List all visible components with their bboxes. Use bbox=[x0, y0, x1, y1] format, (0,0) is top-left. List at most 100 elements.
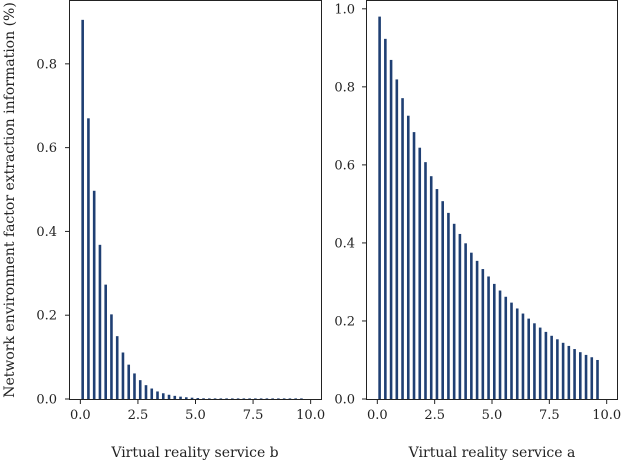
left-bar bbox=[184, 397, 188, 399]
left-bar bbox=[110, 314, 113, 399]
left-y-axis: 0.0 0.2 0.4 0.6 0.8 bbox=[36, 57, 70, 408]
left-bar bbox=[87, 118, 90, 399]
left-x-tick-label: 7.5 bbox=[243, 408, 264, 423]
right-bar bbox=[515, 308, 519, 399]
right-y-tick-label: 1.0 bbox=[334, 2, 355, 17]
left-y-tick-label: 0.2 bbox=[36, 309, 57, 324]
right-y-tick-label: 0.0 bbox=[334, 393, 355, 408]
right-bar bbox=[470, 252, 473, 399]
right-y-tick-label: 0.4 bbox=[334, 236, 355, 251]
right-bar bbox=[384, 38, 387, 399]
left-y-axis-title: Network environment factor extraction in… bbox=[2, 2, 18, 398]
right-bar bbox=[452, 223, 456, 399]
right-bar bbox=[424, 162, 427, 399]
left-plot-frame bbox=[69, 0, 322, 400]
left-y-tick-label: 0.8 bbox=[36, 57, 57, 72]
right-y-tick-label: 0.6 bbox=[334, 158, 355, 173]
right-bar bbox=[579, 352, 582, 399]
left-chart-panel: 0.0 2.5 5.0 7.5 10.0 0.0 0.2 0.4 0.6 0.8 Virtual… bbox=[2, 0, 325, 461]
right-bar bbox=[481, 269, 485, 399]
left-bar bbox=[282, 398, 286, 399]
left-bar bbox=[259, 398, 263, 399]
left-bar bbox=[115, 336, 119, 399]
left-bar bbox=[277, 398, 280, 399]
right-y-tick-label: 0.2 bbox=[334, 314, 355, 329]
right-y-tick-label: 0.8 bbox=[334, 80, 355, 95]
left-bar bbox=[179, 396, 182, 399]
right-bar bbox=[406, 115, 410, 399]
left-y-tick-label: 0.4 bbox=[36, 225, 57, 240]
left-bar bbox=[138, 380, 142, 399]
left-bar bbox=[208, 398, 211, 399]
right-bar bbox=[538, 327, 542, 399]
right-bar bbox=[498, 290, 502, 399]
right-x-tick-label: 10.0 bbox=[592, 408, 621, 423]
left-bar bbox=[167, 394, 171, 399]
left-bar bbox=[242, 398, 246, 399]
right-x-tick-label: 2.5 bbox=[424, 408, 445, 423]
left-bar bbox=[254, 398, 257, 399]
right-bar bbox=[596, 359, 599, 399]
right-bar bbox=[487, 276, 490, 399]
left-x-axis: 0.0 2.5 5.0 7.5 10.0 bbox=[70, 399, 325, 423]
right-x-tick-label: 5.0 bbox=[482, 408, 503, 423]
left-bar bbox=[150, 388, 154, 399]
right-bar bbox=[527, 318, 530, 399]
left-x-tick-label: 5.0 bbox=[185, 408, 206, 423]
left-bar bbox=[156, 391, 159, 399]
left-bar bbox=[225, 398, 228, 399]
right-bar bbox=[590, 357, 594, 399]
left-bar bbox=[190, 397, 194, 399]
left-bar bbox=[98, 244, 102, 399]
right-x-axis-title: Virtual reality service a bbox=[408, 445, 576, 461]
right-bar bbox=[401, 98, 404, 399]
right-bar bbox=[521, 313, 525, 399]
right-bar bbox=[412, 132, 416, 400]
left-x-axis-title: Virtual reality service b bbox=[110, 445, 278, 461]
left-bar bbox=[219, 398, 223, 399]
left-bar bbox=[133, 373, 136, 399]
left-bar bbox=[104, 284, 107, 399]
left-y-tick-label: 0.6 bbox=[36, 141, 57, 156]
left-x-tick-label: 10.0 bbox=[296, 408, 325, 423]
right-bar bbox=[556, 339, 559, 399]
right-bar bbox=[573, 349, 576, 399]
left-bar bbox=[127, 364, 131, 399]
right-bar bbox=[389, 59, 393, 400]
right-bar bbox=[418, 147, 422, 399]
right-bar bbox=[510, 302, 513, 399]
left-bar bbox=[202, 398, 205, 399]
left-bar bbox=[294, 398, 297, 399]
left-x-tick-label: 0.0 bbox=[70, 408, 91, 423]
left-bar bbox=[213, 398, 217, 399]
left-bar bbox=[236, 398, 240, 399]
left-bar bbox=[121, 352, 125, 399]
right-bar bbox=[567, 345, 571, 399]
left-x-tick-label: 2.5 bbox=[128, 408, 149, 423]
right-bar bbox=[533, 323, 536, 399]
right-chart-panel: 0.0 2.5 5.0 7.5 10.0 0.0 0.2 0.4 0.6 0.8 1.0 Virt… bbox=[334, 0, 621, 461]
right-bar bbox=[464, 243, 467, 399]
right-bar bbox=[395, 79, 399, 400]
left-bar bbox=[161, 393, 165, 399]
left-bar bbox=[288, 398, 292, 399]
left-bar bbox=[144, 385, 148, 399]
right-bars bbox=[378, 16, 599, 400]
left-bar bbox=[92, 190, 96, 399]
right-x-axis: 0.0 2.5 5.0 7.5 10.0 bbox=[367, 399, 621, 423]
right-bar bbox=[441, 201, 444, 399]
right-bar bbox=[492, 283, 496, 399]
right-y-axis: 0.0 0.2 0.4 0.6 0.8 1.0 bbox=[334, 2, 367, 408]
right-bar bbox=[435, 189, 439, 399]
right-bar bbox=[378, 16, 381, 400]
left-bar bbox=[248, 398, 251, 399]
left-bar bbox=[265, 398, 269, 399]
left-bar bbox=[231, 398, 234, 399]
left-bar bbox=[196, 398, 200, 399]
right-bar bbox=[447, 212, 450, 399]
right-bar bbox=[561, 342, 565, 399]
right-x-tick-label: 0.0 bbox=[367, 408, 388, 423]
left-bar bbox=[300, 398, 303, 399]
left-bars bbox=[81, 19, 303, 399]
